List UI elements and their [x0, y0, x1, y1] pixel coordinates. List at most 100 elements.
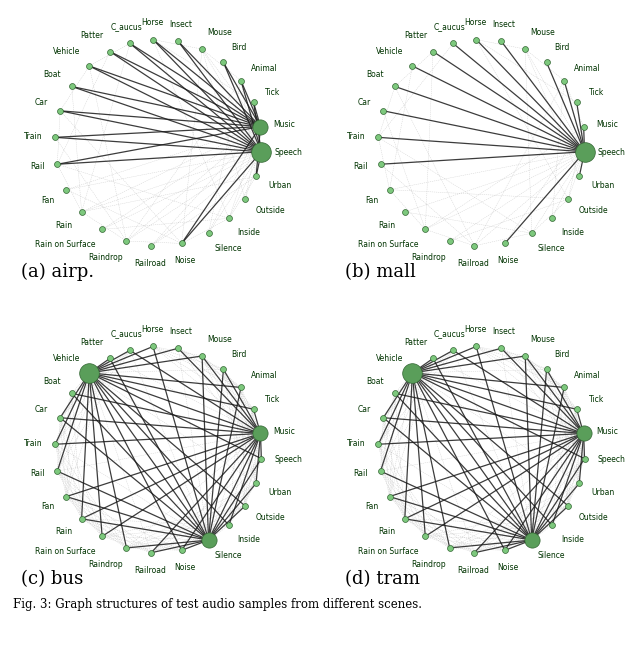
Text: Patter: Patter — [404, 338, 427, 347]
Text: Noise: Noise — [497, 256, 518, 265]
Point — [574, 478, 584, 488]
Text: Car: Car — [35, 98, 48, 107]
Point — [255, 428, 266, 439]
Text: Outside: Outside — [579, 206, 609, 215]
Text: Rail: Rail — [353, 163, 368, 171]
Point — [52, 159, 63, 169]
Text: Raindrop: Raindrop — [88, 561, 122, 569]
Point — [563, 194, 573, 204]
Text: Bird: Bird — [232, 44, 247, 53]
Text: Railroad: Railroad — [458, 258, 490, 268]
Point — [376, 466, 386, 477]
Text: Speech: Speech — [274, 455, 302, 464]
Point — [251, 478, 261, 488]
Text: Speech: Speech — [274, 148, 302, 158]
Point — [520, 351, 531, 361]
Point — [527, 535, 537, 546]
Point — [574, 171, 584, 182]
Point — [520, 44, 531, 54]
Text: Music: Music — [596, 120, 618, 129]
Text: Mouse: Mouse — [207, 335, 232, 344]
Text: Speech: Speech — [597, 455, 625, 464]
Text: Train: Train — [347, 439, 365, 448]
Text: Fan: Fan — [42, 195, 55, 204]
Point — [500, 238, 510, 249]
Point — [224, 213, 234, 223]
Text: Boat: Boat — [44, 378, 61, 386]
Text: Mouse: Mouse — [531, 335, 556, 344]
Text: Music: Music — [596, 427, 618, 436]
Text: Raindrop: Raindrop — [88, 253, 122, 262]
Text: Insect: Insect — [169, 327, 192, 335]
Text: Fan: Fan — [365, 503, 378, 512]
Text: Railroad: Railroad — [458, 566, 490, 575]
Point — [559, 382, 569, 393]
Text: Urban: Urban — [591, 488, 615, 497]
Text: Fig. 3: Graph structures of test audio samples from different scenes.: Fig. 3: Graph structures of test audio s… — [13, 598, 422, 611]
Point — [469, 241, 479, 251]
Point — [125, 345, 135, 355]
Point — [407, 368, 417, 378]
Point — [122, 543, 132, 553]
Text: Silence: Silence — [538, 244, 566, 253]
Text: Railroad: Railroad — [134, 566, 166, 575]
Point — [572, 404, 582, 415]
Text: C_aucus: C_aucus — [434, 329, 465, 338]
Text: Raindrop: Raindrop — [411, 561, 445, 569]
Point — [84, 61, 94, 71]
Point — [500, 545, 510, 555]
Text: Noise: Noise — [174, 563, 195, 572]
Point — [84, 368, 94, 378]
Text: Animal: Animal — [252, 64, 278, 73]
Point — [579, 121, 589, 132]
Text: Insect: Insect — [492, 20, 515, 29]
Text: Silence: Silence — [215, 244, 243, 253]
Point — [541, 364, 552, 374]
Text: Tick: Tick — [266, 395, 281, 404]
Point — [385, 492, 395, 502]
Point — [445, 543, 455, 553]
Point — [378, 105, 388, 116]
Point — [251, 171, 261, 182]
Text: Outside: Outside — [579, 513, 609, 522]
Text: Inside: Inside — [237, 534, 260, 544]
Point — [390, 388, 400, 398]
Point — [218, 364, 228, 374]
Text: Rain: Rain — [378, 221, 395, 230]
Point — [471, 341, 481, 352]
Point — [376, 159, 386, 169]
Text: Boat: Boat — [367, 70, 384, 79]
Point — [579, 146, 589, 157]
Text: Patter: Patter — [81, 338, 104, 347]
Text: Train: Train — [24, 439, 42, 448]
Text: Boat: Boat — [367, 378, 384, 386]
Text: Music: Music — [273, 427, 295, 436]
Text: Rain on Surface: Rain on Surface — [35, 240, 95, 249]
Point — [547, 520, 557, 531]
Text: Inside: Inside — [237, 228, 260, 237]
Point — [50, 439, 60, 449]
Text: Tick: Tick — [589, 395, 604, 404]
Point — [218, 57, 228, 68]
Point — [378, 413, 388, 423]
Text: Car: Car — [358, 98, 371, 107]
Point — [407, 61, 417, 71]
Point — [399, 514, 410, 524]
Text: Train: Train — [347, 132, 365, 141]
Text: Speech: Speech — [597, 148, 625, 158]
Text: Tick: Tick — [589, 89, 604, 98]
Text: Tick: Tick — [266, 89, 281, 98]
Point — [197, 44, 207, 54]
Point — [445, 236, 455, 246]
Text: C_aucus: C_aucus — [434, 22, 465, 31]
Text: Horse: Horse — [465, 325, 486, 333]
Point — [177, 545, 187, 555]
Point — [240, 194, 250, 204]
Point — [67, 81, 77, 92]
Text: Fan: Fan — [365, 195, 378, 204]
Point — [148, 341, 158, 352]
Point — [197, 351, 207, 361]
Point — [255, 121, 266, 132]
Text: Boat: Boat — [44, 70, 61, 79]
Point — [125, 38, 135, 49]
